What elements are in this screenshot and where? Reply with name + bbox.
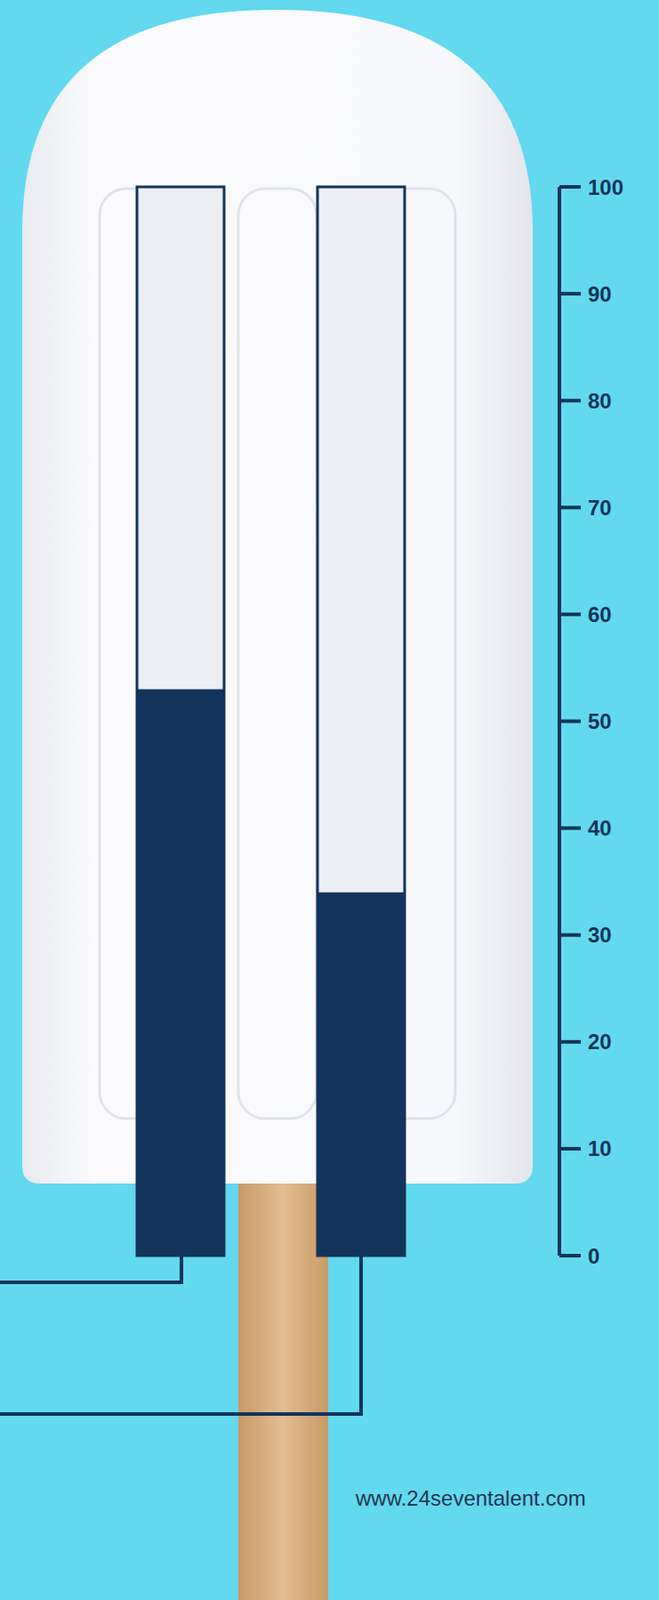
svg-text:30: 30 bbox=[587, 922, 612, 947]
svg-text:70: 70 bbox=[587, 495, 612, 520]
svg-text:80: 80 bbox=[587, 388, 612, 413]
svg-text:40: 40 bbox=[587, 815, 612, 840]
svg-text:20: 20 bbox=[587, 1028, 612, 1053]
svg-text:60: 60 bbox=[587, 602, 612, 627]
svg-text:90: 90 bbox=[587, 281, 612, 306]
svg-text:50: 50 bbox=[587, 708, 612, 733]
svg-text:100: 100 bbox=[587, 175, 624, 200]
html-text:www.24seventalent.com: www.24seventalent.com bbox=[355, 1485, 586, 1510]
svg-text:0: 0 bbox=[587, 1243, 600, 1268]
svg-text:10: 10 bbox=[587, 1135, 612, 1160]
